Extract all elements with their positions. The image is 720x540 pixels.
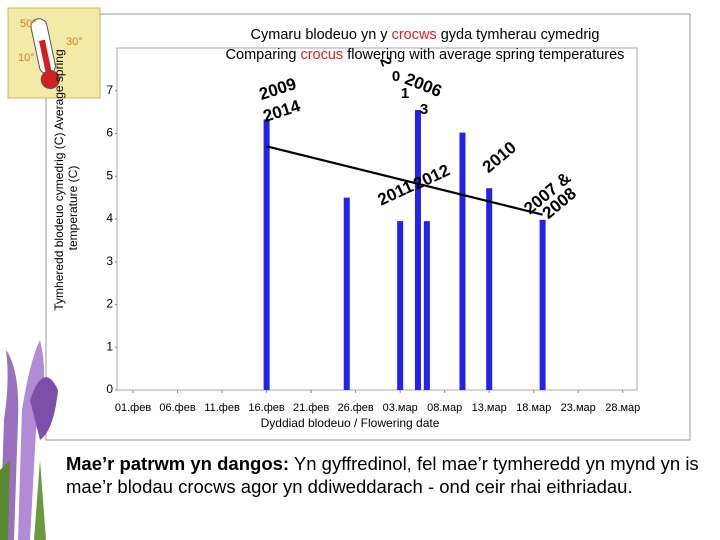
y-axis-label: Tymheredd blodeuo cymedrig (C) Average s… [52, 49, 66, 310]
x-tick-label: 06.фев [159, 402, 195, 414]
bar [423, 221, 430, 390]
x-tick-label: 11.фев [204, 402, 240, 414]
annotation: 1 [401, 85, 409, 102]
icon-label: 10° [18, 52, 35, 64]
y-tick-label: 1 [106, 339, 113, 353]
annotation: 3 [420, 101, 428, 118]
title-highlight: crocws [392, 27, 437, 43]
x-axis-label: Dyddiad blodeuo / Flowering date [261, 416, 440, 430]
x-tick-label: 01.фев [115, 402, 151, 414]
x-tick-label: 13.мар [472, 402, 507, 414]
chart-title: Comparing crocus flowering with average sp… [226, 47, 625, 63]
title-part: Comparing [226, 47, 297, 63]
y-tick-label: 4 [106, 211, 113, 225]
icon-bg [7, 7, 101, 99]
x-tick-label: 08.мар [427, 402, 462, 414]
title-part: flowering with average spring temperatur… [347, 47, 624, 63]
bulb [40, 70, 60, 90]
title-part: Cymaru blodeuo yn y [251, 27, 389, 43]
annotation: 0 [392, 68, 400, 85]
x-tick-label: 23.мар [561, 402, 596, 414]
x-tick-label: 03.мар [383, 402, 418, 414]
y-tick-label: 3 [106, 254, 113, 268]
x-tick-label: 16.фев [248, 402, 284, 414]
x-tick-label: 28.мар [605, 402, 640, 414]
title-highlight: crocus [300, 47, 343, 63]
icon-label: 50° [20, 18, 37, 30]
mercury [39, 39, 53, 77]
y-tick-label: 5 [106, 168, 113, 182]
y-tick-label: 0 [106, 382, 113, 396]
thermometer-icon: 50° 30° 10° [7, 7, 101, 99]
x-tick-label: 18.мар [516, 402, 551, 414]
y-tick-label: 6 [106, 126, 113, 140]
y-tick-label: 7 [106, 83, 113, 97]
trend-line [266, 145, 543, 216]
bar [397, 221, 404, 390]
bar [414, 109, 421, 391]
bar [343, 197, 350, 390]
bar [539, 219, 546, 390]
caption-bold: Mae’r patrwm yn dangos: [66, 453, 290, 474]
y-axis-label: temperature (C) [66, 166, 80, 251]
caption-text: Yn gyffredinol, fel mae’r tymheredd yn m… [66, 453, 699, 497]
plot-area [116, 47, 638, 391]
bar [459, 132, 466, 390]
crocus-picture [0, 340, 58, 540]
y-tick-label: 2 [106, 297, 113, 311]
icon-label: 30° [66, 36, 83, 48]
bar [263, 119, 270, 390]
chart-title: Cymaru blodeuo yn y crocws gyda tymherau c… [251, 27, 600, 43]
title-part: gyda tymherau cymedrig [441, 27, 600, 43]
caption: Mae’r patrwm yn dangos: Yn gyffredinol, … [66, 452, 706, 498]
x-tick-label: 26.фев [337, 402, 373, 414]
x-tick-label: 21.фев [293, 402, 329, 414]
bar [486, 188, 493, 390]
